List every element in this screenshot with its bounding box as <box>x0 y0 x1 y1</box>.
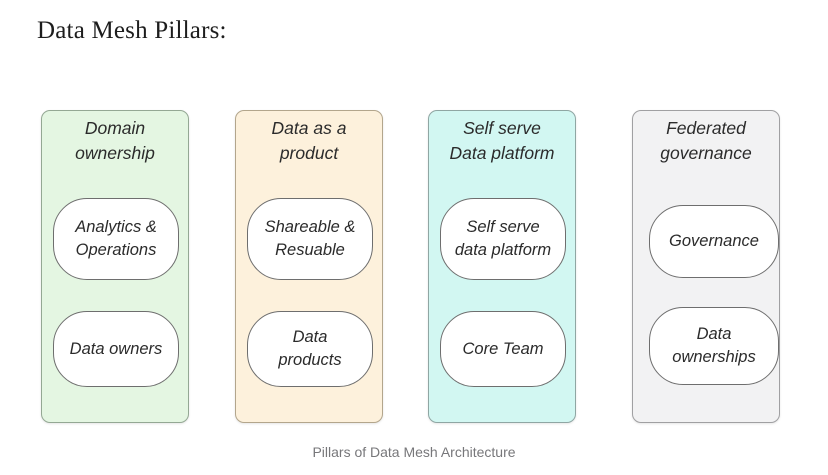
pillar-title: Self serve Data platform <box>435 116 569 166</box>
node-data-products[interactable]: Data products <box>247 311 373 387</box>
node-label-line-1: Data <box>696 325 732 343</box>
node-label-line-1: Data owners <box>69 339 163 358</box>
node-data-owners[interactable]: Data owners <box>53 311 179 387</box>
node-shareable-resuable[interactable]: Shareable & Resuable <box>247 198 373 280</box>
node-label-line-2: Operations <box>75 241 157 259</box>
pillar-data-as-a-product[interactable]: Data as a product Shareable & Resuable D… <box>235 110 383 423</box>
pillar-title-line-1: Self serve <box>463 118 541 138</box>
node-label-line-1: Governance <box>669 232 759 250</box>
node-label-line-1: Shareable & <box>264 218 356 236</box>
node-data-ownerships[interactable]: Data ownerships <box>649 307 779 385</box>
node-label-line-1: Self serve <box>466 218 540 236</box>
pillar-title-line-1: Domain <box>84 118 146 138</box>
figure-caption: Pillars of Data Mesh Architecture <box>312 444 516 460</box>
node-label-line-1: Data <box>292 328 328 346</box>
pillar-title-line-1: Data as a <box>271 118 347 138</box>
pillar-title: Data as a product <box>242 116 376 166</box>
node-label-line-2: products <box>278 351 342 369</box>
node-label-line-2: data platform <box>454 241 552 259</box>
pillar-self-serve-data-platform[interactable]: Self serve Data platform Self serve data… <box>428 110 576 423</box>
pillar-title-line-2: governance <box>660 143 752 163</box>
node-self-serve-data-platform[interactable]: Self serve data platform <box>440 198 566 280</box>
pillar-title-line-1: Federated <box>666 118 746 138</box>
node-label-line-1: Analytics & <box>75 218 157 236</box>
node-governance[interactable]: Governance <box>649 205 779 278</box>
node-core-team[interactable]: Core Team <box>440 311 566 387</box>
node-label-line-1: Core Team <box>462 339 544 358</box>
pillar-title: Federated governance <box>639 116 773 166</box>
pillar-title: Domain ownership <box>48 116 182 166</box>
pillar-federated-governance[interactable]: Federated governance Governance Data own… <box>632 110 780 423</box>
pillar-title-line-2: product <box>279 143 339 163</box>
pillar-title-line-2: ownership <box>75 143 155 163</box>
pillar-domain-ownership[interactable]: Domain ownership Analytics & Operations … <box>41 110 189 423</box>
node-analytics-operations[interactable]: Analytics & Operations <box>53 198 179 280</box>
pillars-row: Domain ownership Analytics & Operations … <box>41 110 780 423</box>
node-label-line-2: ownerships <box>672 348 756 366</box>
node-label-line-2: Resuable <box>275 241 345 259</box>
pillar-title-line-2: Data platform <box>449 143 555 163</box>
page-title: Data Mesh Pillars: <box>37 17 227 44</box>
